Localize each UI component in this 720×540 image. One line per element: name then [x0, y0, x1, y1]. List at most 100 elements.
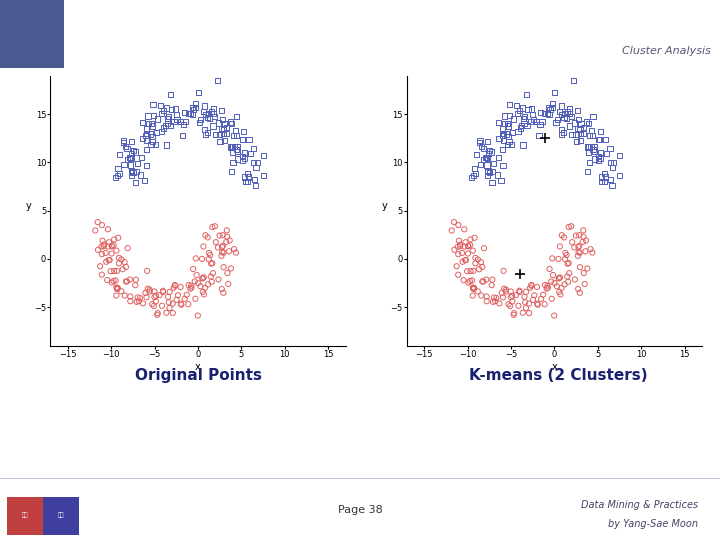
Point: [577, 232, 589, 241]
Point: [595, 127, 606, 136]
Point: [182, 300, 194, 308]
Point: [514, 288, 526, 296]
Point: [502, 140, 513, 149]
Text: Cluster Analysis: Cluster Analysis: [621, 45, 711, 56]
Point: [113, 259, 125, 268]
Point: [593, 135, 604, 144]
Point: [112, 164, 124, 173]
Point: [231, 112, 243, 121]
Point: [546, 254, 558, 262]
Point: [112, 284, 124, 293]
Point: [565, 222, 577, 231]
Point: [490, 294, 502, 302]
Point: [495, 177, 507, 185]
Point: [197, 274, 208, 283]
Point: [575, 130, 586, 138]
Point: [584, 158, 595, 167]
Point: [118, 136, 130, 144]
Point: [488, 159, 500, 168]
Point: [236, 152, 248, 161]
Point: [228, 158, 239, 167]
Point: [130, 275, 142, 284]
Point: [199, 125, 210, 134]
Point: [572, 252, 584, 260]
Point: [125, 153, 136, 161]
Point: [546, 99, 558, 108]
Point: [134, 294, 145, 302]
Point: [161, 308, 172, 317]
Point: [541, 284, 552, 293]
Point: [132, 293, 143, 302]
Point: [464, 276, 476, 285]
Point: [217, 288, 229, 297]
Point: [497, 145, 508, 154]
Point: [204, 251, 216, 259]
Point: [175, 283, 186, 292]
Point: [125, 171, 137, 180]
Point: [486, 281, 498, 289]
Point: [137, 134, 148, 143]
Point: [179, 294, 190, 303]
Point: [160, 122, 171, 130]
Point: [505, 302, 516, 310]
Point: [140, 132, 152, 140]
Point: [190, 103, 202, 112]
Point: [158, 288, 169, 296]
Point: [535, 294, 546, 303]
Point: [117, 265, 128, 274]
Point: [150, 297, 162, 306]
Point: [565, 112, 577, 121]
Point: [194, 118, 205, 127]
Point: [203, 255, 215, 264]
Point: [119, 258, 130, 266]
Point: [218, 248, 230, 257]
Point: [500, 285, 512, 294]
Point: [127, 146, 139, 154]
Point: [252, 158, 264, 167]
Point: [474, 160, 486, 169]
Point: [116, 287, 127, 296]
Point: [198, 273, 210, 282]
Point: [162, 293, 174, 301]
Point: [188, 105, 199, 114]
Point: [573, 115, 585, 124]
Point: [556, 231, 567, 240]
Point: [477, 277, 489, 286]
Point: [580, 236, 592, 245]
Point: [130, 167, 142, 176]
Point: [595, 154, 606, 163]
Point: [554, 290, 566, 299]
Point: [221, 130, 233, 138]
Point: [482, 167, 493, 176]
Point: [572, 285, 584, 293]
Point: [587, 248, 598, 257]
Point: [580, 247, 591, 255]
Point: [148, 100, 159, 109]
Point: [523, 299, 535, 308]
Point: [523, 309, 535, 318]
Point: [168, 117, 180, 126]
Point: [141, 161, 153, 170]
Point: [577, 130, 589, 138]
Point: [537, 291, 549, 299]
Point: [506, 292, 518, 300]
Point: [517, 104, 528, 112]
Point: [144, 287, 156, 296]
Point: [120, 142, 131, 151]
Point: [96, 271, 107, 279]
Point: [470, 169, 482, 178]
Point: [595, 173, 607, 181]
Point: [494, 299, 505, 308]
Point: [520, 303, 531, 312]
Point: [588, 142, 600, 151]
Point: [453, 237, 464, 245]
Point: [143, 112, 154, 120]
Point: [525, 117, 536, 126]
Point: [102, 276, 113, 285]
Point: [559, 255, 571, 264]
Point: [552, 115, 563, 124]
Point: [559, 248, 571, 257]
Point: [588, 112, 599, 121]
Point: [215, 106, 227, 115]
Point: [205, 259, 217, 268]
